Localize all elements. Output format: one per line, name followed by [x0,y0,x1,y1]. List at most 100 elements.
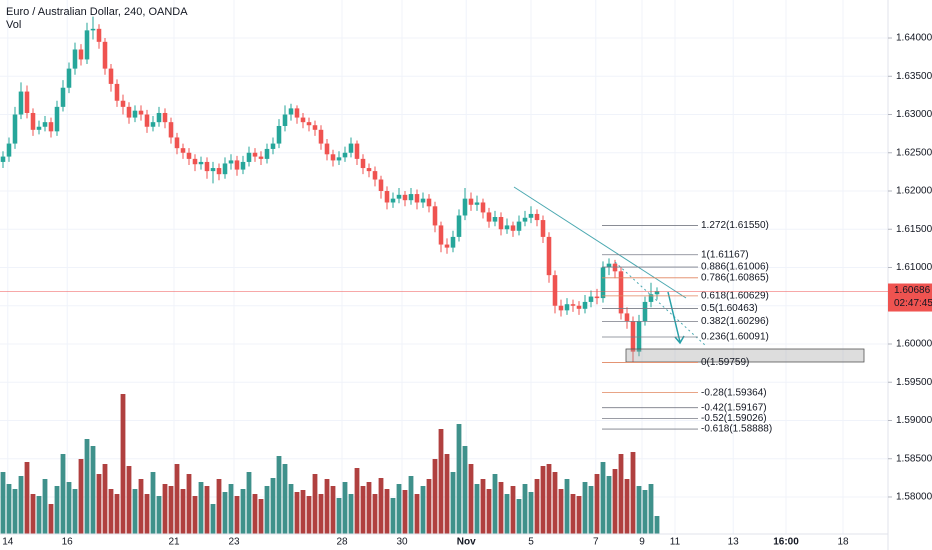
volume-bar [162,484,168,534]
countdown: 02:47:45 [894,298,932,309]
candle-body [486,212,492,222]
x-tick-label: 11 [670,537,681,548]
volume-label: Vol [6,19,21,31]
candle-body [12,114,18,144]
candle-body [114,83,120,101]
candle-body [60,87,66,107]
candle-body [552,275,558,306]
candle-body [300,117,306,123]
volume-bar [402,490,408,534]
volume-bar [438,429,444,534]
volume-bar [210,504,216,534]
chart-title: Euro / Australian Dollar, 240, OANDA [6,6,188,18]
candle-body [558,305,564,311]
volume-bar [198,482,204,534]
candle-body [162,112,168,123]
candle-body [312,125,318,130]
candle-body [6,143,12,157]
volume-bar [516,499,522,534]
volume-bar [564,479,570,534]
candle-body [444,244,450,248]
volume-bar [204,486,210,534]
volume-bar [30,494,36,534]
x-tick-label: 5 [528,537,534,548]
candle-body [144,114,150,127]
volume-bar [48,504,54,534]
candle-body [210,168,216,172]
candle-body [582,301,588,309]
volume-bar [528,492,534,534]
candle-body [138,110,144,115]
candle-body [324,143,330,155]
volume-bar [114,494,120,534]
candle-body [366,168,372,172]
volume-bar [606,476,612,534]
candle-body [228,160,234,164]
volume-bar [336,498,342,534]
volume-bar [396,484,402,534]
volume-bar [186,474,192,534]
volume-bar [384,489,390,534]
volume-bar [300,490,306,534]
volume-bar [156,496,162,534]
volume-bar [552,472,558,534]
candle-body [198,161,204,165]
candle-body [540,220,546,237]
candle-body [54,106,60,132]
volume-bar [306,496,312,534]
candle-body [618,271,624,314]
candle-body [84,30,90,60]
volume-bar [540,466,546,534]
candle-body [168,122,174,138]
candle-body [342,152,348,158]
candle-body [654,291,660,295]
volume-bar [84,439,90,534]
volume-bar [546,464,552,534]
candle-body [96,28,102,42]
candle-body [126,106,132,118]
volume-bar [246,472,252,534]
volume-bar [312,474,318,534]
candle-body [186,152,192,159]
candle-body [306,122,312,126]
volume-bar [288,484,294,534]
candle-body [78,49,84,60]
arrow-head [674,335,685,345]
volume-bar [240,489,246,534]
volume-bar [600,462,606,534]
volume-bar [480,479,486,534]
volume-bar [174,464,180,534]
x-tick-label: 30 [396,537,408,548]
volume-bar [168,486,174,534]
volume-bar [348,494,354,534]
candle-body [462,198,468,216]
candle-body [222,163,228,175]
candle-body [606,263,612,268]
candle-body [372,171,378,180]
candle-body [438,225,444,245]
x-tick-label: 18 [837,537,849,548]
volume-bar [342,482,348,534]
candle-body [474,202,480,205]
volume-bar [330,486,336,534]
candle-body [270,143,276,149]
x-tick-label: 16:00 [773,537,799,548]
candle-body [426,198,432,207]
volume-bar [456,424,462,534]
candle-body [384,191,390,203]
candle-body [90,28,96,31]
volume-bar [504,494,510,534]
candle-body [420,198,426,203]
volume-bar [294,492,300,534]
candle-body [396,194,402,199]
fib-label: 0.382(1.60296) [701,316,769,327]
y-tick-label: 1.59000 [896,415,932,426]
last-price-box [888,283,932,312]
candle-body [480,202,486,213]
candle-body [510,225,516,231]
candle-body [0,156,6,162]
volume-bar [594,474,600,534]
candle-body [120,100,126,107]
candle-body [594,296,600,299]
volume-bar [372,494,378,534]
